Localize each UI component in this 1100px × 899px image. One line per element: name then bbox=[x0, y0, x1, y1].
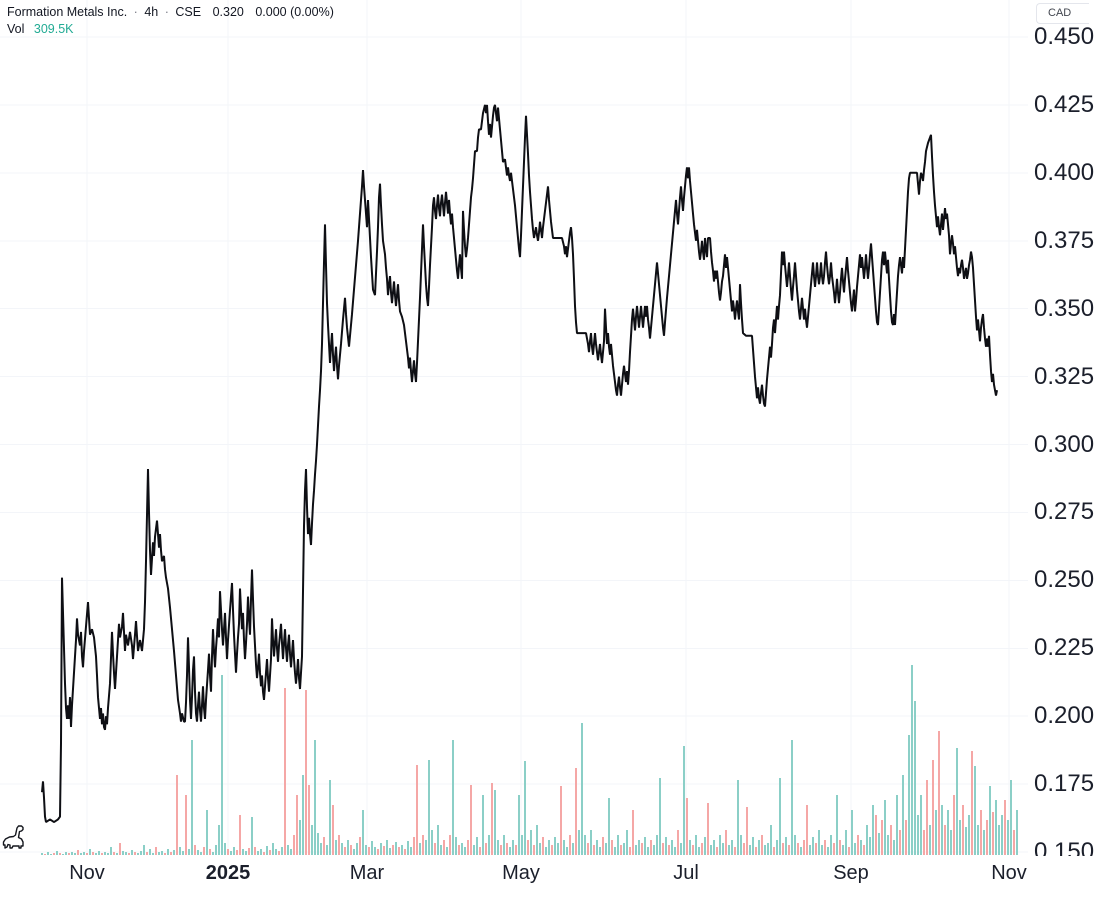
symbol-legend-row[interactable]: Formation Metals Inc. · 4h · CSE 0.320 0… bbox=[7, 4, 334, 21]
time-axis-label: Nov bbox=[69, 862, 105, 884]
price-axis-label: 0.275 bbox=[1034, 498, 1095, 526]
time-axis-label: 2025 bbox=[205, 862, 251, 884]
time-axis-label: May bbox=[502, 862, 540, 884]
price-axis-label: 0.450 bbox=[1034, 23, 1095, 50]
price-axis-label: 0.250 bbox=[1034, 566, 1095, 594]
time-axis-label: Nov bbox=[991, 862, 1027, 884]
price-line-series bbox=[41, 104, 998, 823]
price-axis-label: 0.225 bbox=[1034, 634, 1095, 662]
chart-canvas[interactable] bbox=[0, 0, 1028, 899]
legend-separator: · bbox=[164, 5, 169, 19]
gridlines bbox=[0, 0, 1028, 855]
price-axis-label: 0.350 bbox=[1034, 294, 1095, 322]
price-axis-label: 0.325 bbox=[1034, 362, 1095, 390]
time-axis-label: Sep bbox=[833, 862, 869, 884]
change-value: 0.000 bbox=[255, 5, 287, 19]
currency-badge[interactable]: CAD bbox=[1036, 3, 1090, 24]
legend-separator: · bbox=[133, 5, 138, 19]
interval-label[interactable]: 4h bbox=[144, 5, 159, 19]
symbol-name[interactable]: Formation Metals Inc. bbox=[7, 5, 128, 19]
price-axis-label: 0.400 bbox=[1034, 158, 1095, 186]
dino-logo-icon[interactable] bbox=[2, 822, 29, 850]
volume-legend-row[interactable]: Vol 309.5K bbox=[7, 21, 334, 37]
volume-label: Vol bbox=[7, 22, 25, 36]
change-pct-value: (0.00%) bbox=[290, 5, 334, 19]
time-axis-label: Jul bbox=[673, 862, 699, 884]
price-axis[interactable]: CAD 0.450 0.425 0.400 0.375 0.350 0.325 0.300 0… bbox=[1028, 0, 1100, 856]
price-axis-label: 0.175 bbox=[1034, 770, 1095, 798]
price-axis-label: 0.300 bbox=[1034, 430, 1095, 458]
price-axis-label: 0.150 bbox=[1034, 838, 1095, 856]
price-axis-label: 0.425 bbox=[1034, 90, 1095, 118]
time-axis[interactable]: Nov 2025 Mar May Jul Sep Nov bbox=[0, 856, 1028, 899]
exchange-label[interactable]: CSE bbox=[175, 5, 202, 19]
price-axis-label: 0.375 bbox=[1034, 226, 1095, 254]
last-price-value: 0.320 bbox=[212, 5, 244, 19]
volume-value: 309.5K bbox=[33, 22, 74, 36]
price-axis-label: 0.200 bbox=[1034, 702, 1095, 730]
time-axis-label: Mar bbox=[349, 862, 385, 884]
volume-bars bbox=[41, 665, 1018, 855]
chart-legend: Formation Metals Inc. · 4h · CSE 0.320 0… bbox=[7, 4, 334, 37]
